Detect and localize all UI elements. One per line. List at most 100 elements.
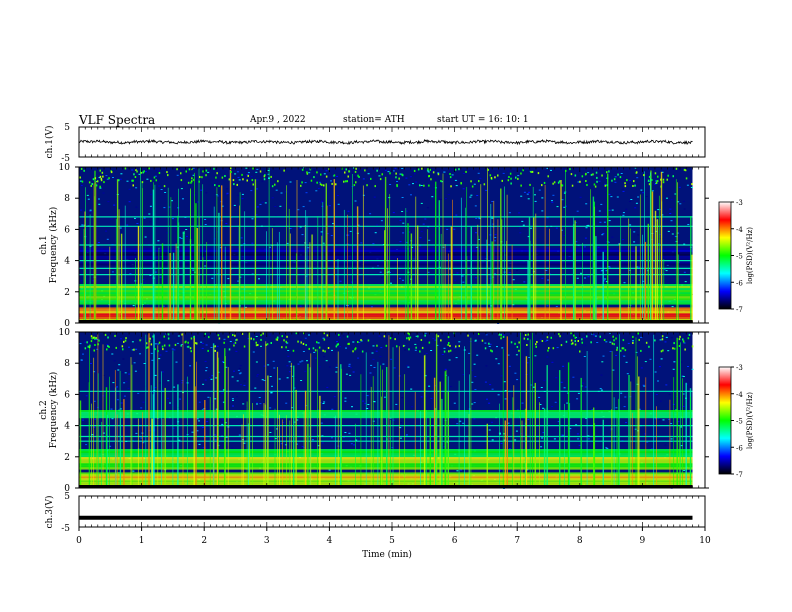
- ch1-high-freq-noise: [432, 171, 435, 174]
- ch2-noise-pixel: [347, 432, 349, 434]
- ch2-noise-pixel: [460, 469, 463, 471]
- ch1-noise-pixel: [232, 186, 235, 188]
- ch1-noise-pixel: [243, 243, 246, 244]
- ch1-noise-pixel: [426, 170, 429, 172]
- ch2-high-freq-noise: [516, 346, 519, 348]
- ch1-noise-pixel: [659, 233, 661, 235]
- ch2-noise-pixel: [625, 422, 627, 424]
- ch3-ytick: -5: [61, 524, 70, 534]
- ch1-noise-pixel: [610, 196, 613, 198]
- ch2-noise-pixel: [198, 420, 200, 422]
- ch2-high-freq-noise: [260, 334, 262, 337]
- ch2-noise-pixel: [441, 354, 444, 355]
- ch1-noise-pixel: [603, 221, 606, 223]
- ch2-noise-pixel: [313, 351, 316, 353]
- ch1-noise-pixel: [321, 200, 324, 202]
- ch1-noise-pixel: [240, 237, 243, 239]
- ch2-noise-pixel: [229, 341, 232, 342]
- ch1-noise-pixel: [551, 200, 553, 202]
- ch2-high-freq-noise: [590, 341, 592, 344]
- ch2-noise-pixel: [682, 389, 685, 391]
- ch2-noise-pixel: [486, 398, 488, 400]
- ch2-noise-pixel: [659, 400, 662, 402]
- ch2-noise-pixel: [256, 403, 258, 405]
- ch2-noise-pixel: [366, 395, 369, 397]
- ch1-high-freq-noise: [364, 169, 366, 172]
- ch2-noise-pixel: [582, 382, 585, 384]
- ch2-noise-pixel: [196, 418, 199, 420]
- ch2-high-freq-noise: [396, 345, 398, 348]
- ch1-noise-pixel: [475, 246, 478, 248]
- ch2-high-freq-noise: [415, 346, 417, 349]
- ch2-noise-pixel: [424, 375, 427, 377]
- ch2-noise-pixel: [345, 347, 347, 349]
- ch1-noise-pixel: [584, 277, 586, 279]
- ch2-noise-pixel: [539, 404, 542, 405]
- ch1-noise-pixel: [304, 182, 307, 184]
- ch2-high-freq-noise: [637, 332, 639, 335]
- x-tick-label: 5: [389, 536, 395, 546]
- ch1-noise-pixel: [489, 167, 492, 169]
- ch1-high-freq-noise: [185, 170, 187, 173]
- ch1-high-freq-noise: [199, 176, 201, 178]
- ch2-noise-pixel: [373, 401, 375, 402]
- figure-title: VLF Spectra: [79, 113, 156, 127]
- ch1-high-freq-noise: [654, 172, 657, 175]
- ch2-noise-pixel: [388, 425, 391, 427]
- ch1-noise-pixel: [336, 175, 339, 177]
- ch2-noise-pixel: [325, 360, 328, 362]
- ch1-noise-pixel: [462, 173, 465, 174]
- ch1-noise-pixel: [373, 196, 376, 198]
- ch2-high-freq-noise: [322, 349, 324, 352]
- ch2-noise-pixel: [333, 396, 336, 398]
- ch2-noise-pixel: [504, 390, 507, 392]
- ch2-high-freq-noise: [108, 346, 110, 348]
- ch2-high-freq-noise: [266, 343, 269, 346]
- ch2-high-freq-noise: [253, 338, 255, 341]
- ch1-noise-pixel: [674, 193, 677, 195]
- ch2-noise-pixel: [382, 469, 384, 471]
- ch2-colorbar-tick-label: -4: [736, 391, 743, 399]
- ch1-colorbar-label: log(PSD)(V²/Hz): [746, 227, 754, 284]
- ch1-noise-pixel: [345, 304, 348, 306]
- ch2-ylabel: Frequency (kHz): [48, 372, 59, 449]
- ch2-high-freq-noise: [152, 335, 154, 338]
- ch1-noise-pixel: [657, 243, 660, 244]
- ch2-noise-pixel: [670, 423, 673, 424]
- ch1-noise-pixel: [392, 212, 395, 214]
- ch1-high-freq-noise: [497, 174, 499, 177]
- ch2-noise-pixel: [176, 342, 179, 344]
- ch2-high-freq-noise: [348, 342, 350, 345]
- ch1-high-freq-noise: [531, 170, 534, 173]
- ch2-high-freq-noise: [93, 349, 95, 352]
- ch1-high-freq-noise: [581, 175, 584, 178]
- ch1-noise-pixel: [257, 218, 260, 220]
- ch1-noise-pixel: [204, 224, 207, 225]
- ch1-high-freq-noise: [216, 172, 218, 175]
- ch2-noise-pixel: [79, 343, 82, 345]
- ch2-noise-pixel: [238, 373, 241, 375]
- ch2-noise-pixel: [222, 361, 225, 363]
- ch2-noise-pixel: [444, 368, 447, 370]
- ch2-noise-pixel: [551, 361, 554, 363]
- ch2-high-freq-noise: [107, 345, 109, 348]
- ch1-high-freq-noise: [316, 181, 318, 184]
- ch2-noise-pixel: [627, 342, 630, 344]
- ch2-noise-pixel: [632, 340, 634, 342]
- ch1-noise-pixel: [336, 195, 339, 196]
- ch1-noise-pixel: [518, 212, 521, 214]
- ch1-high-freq-noise: [655, 181, 658, 184]
- ch2-high-freq-noise: [207, 349, 209, 352]
- ch2-band-1: [79, 451, 693, 454]
- ch1-noise-pixel: [287, 266, 290, 268]
- ch1-noise-pixel: [500, 195, 503, 197]
- ch2-noise-pixel: [372, 358, 375, 360]
- ch2-noise-pixel: [491, 388, 494, 390]
- ch2-noise-pixel: [348, 363, 351, 365]
- ch2-noise-pixel: [414, 343, 417, 345]
- ch2-high-freq-noise: [214, 349, 216, 352]
- ch2-noise-pixel: [189, 365, 192, 367]
- ch1-noise-pixel: [426, 207, 429, 209]
- ch2-noise-pixel: [268, 334, 271, 336]
- ch1-noise-pixel: [131, 169, 134, 171]
